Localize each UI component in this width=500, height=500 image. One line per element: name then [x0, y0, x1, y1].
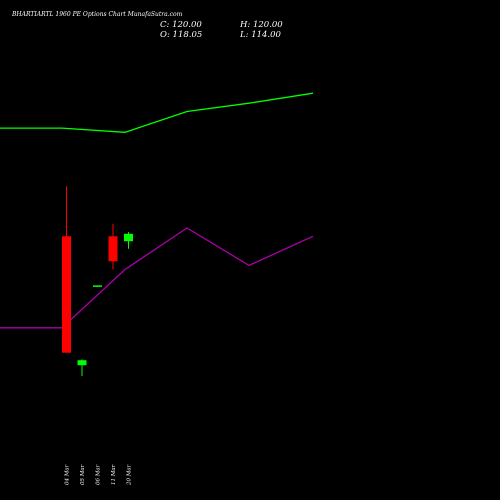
chart-title: BHARTIARTL 1960 PE Options Chart MunafaS…: [11, 11, 183, 18]
close-readout: C: 120.00: [160, 20, 202, 30]
x-tick-label: 06 Mar: [96, 464, 102, 485]
candle-body-2: [77, 360, 87, 366]
open-readout: O: 118.05: [160, 30, 202, 40]
candle-body-4: [108, 236, 118, 262]
x-tick-label: 04 Mar: [65, 464, 71, 485]
x-tick-label: 05 Mar: [80, 464, 86, 485]
high-readout: H: 120.00: [239, 20, 283, 30]
candle-body-3: [93, 285, 102, 287]
x-tick-label: 11 Mar: [111, 464, 117, 485]
x-axis-ticks: 04 Mar 05 Mar 06 Mar 11 Mar 20 Mar: [65, 464, 133, 486]
candle-body-5: [124, 233, 133, 242]
x-tick-label: 20 Mar: [127, 464, 133, 486]
candle-body-1: [62, 236, 71, 353]
indicator-line-2: [0, 227, 314, 329]
candles: [62, 186, 133, 377]
low-readout: L: 114.00: [239, 30, 282, 40]
indicator-lines: [0, 92, 314, 329]
indicator-line-1: [0, 92, 314, 133]
